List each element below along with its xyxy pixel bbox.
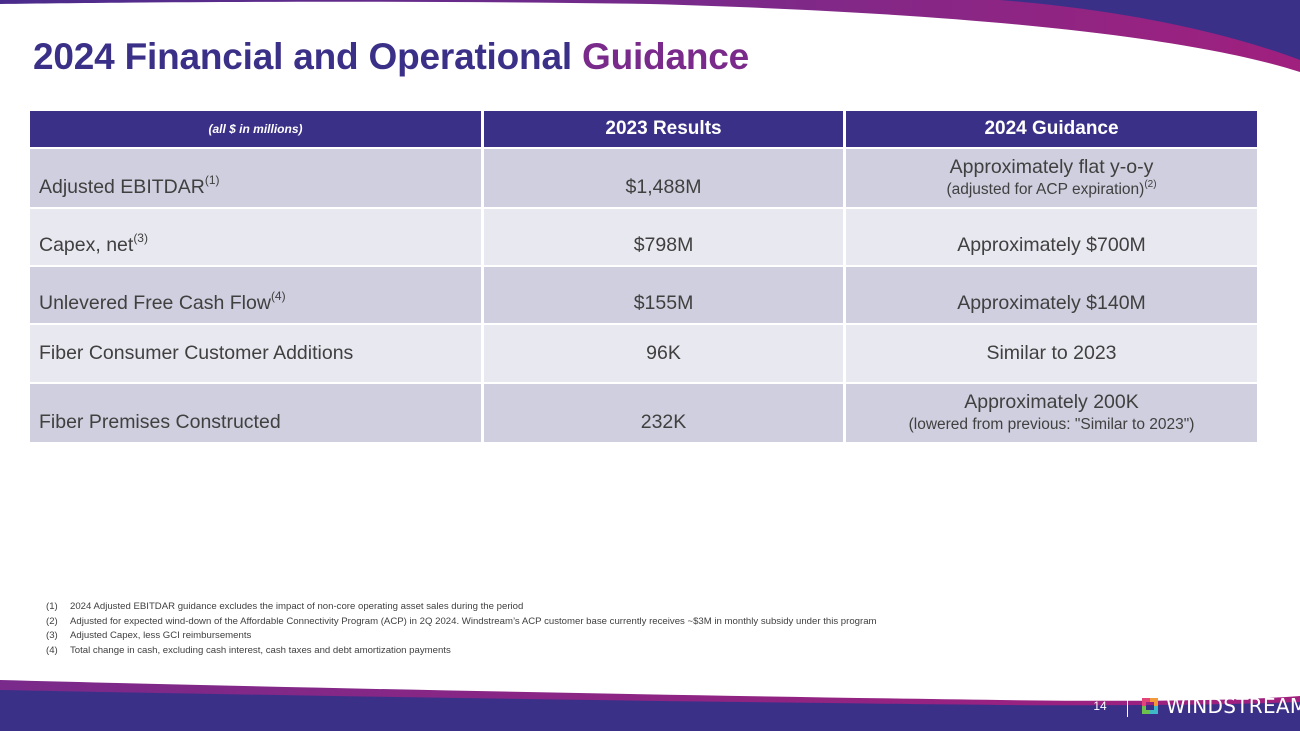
row-result: 96K	[481, 325, 843, 384]
guidance-table: (all $ in millions) 2023 Results 2024 Gu…	[30, 111, 1257, 444]
guidance-2024-header: 2024 Guidance	[843, 111, 1257, 149]
footnote-ref: (4)	[270, 289, 286, 303]
results-2023-header: 2023 Results	[481, 111, 843, 149]
row-label: Fiber Premises Constructed	[30, 384, 481, 444]
page-title-main: 2024 Financial and Operational	[33, 36, 582, 77]
footnote: (1) 2024 Adjusted EBITDAR guidance exclud…	[46, 601, 524, 612]
page-title: 2024 Financial and Operational Guidance	[33, 36, 749, 78]
table-row: Unlevered Free Cash Flow(4) $155M Approx…	[30, 267, 1257, 325]
top-decorative-swoosh	[0, 0, 1300, 72]
row-guidance: Similar to 2023	[843, 325, 1257, 384]
table-row: Fiber Premises Constructed 232K Approxim…	[30, 384, 1257, 444]
row-result: 232K	[481, 384, 843, 444]
row-guidance: Approximately 200K (lowered from previou…	[843, 384, 1257, 444]
units-header: (all $ in millions)	[30, 111, 481, 149]
row-label: Unlevered Free Cash Flow(4)	[30, 267, 481, 325]
logo-wordmark: WINDSTREAM	[1166, 694, 1300, 718]
row-guidance: Approximately flat y-o-y (adjusted for A…	[843, 149, 1257, 209]
row-result: $1,488M	[481, 149, 843, 209]
windstream-logo: WINDSTREAM	[1139, 694, 1300, 718]
row-label: Capex, net(3)	[30, 209, 481, 267]
row-result: $798M	[481, 209, 843, 267]
footnote: (4) Total change in cash, excluding cash …	[46, 644, 451, 656]
row-guidance: Approximately $700M	[843, 209, 1257, 267]
page-number: 14	[1093, 699, 1107, 713]
footnote-ref: (3)	[133, 231, 148, 245]
page-title-accent: Guidance	[581, 36, 749, 77]
row-label: Adjusted EBITDAR(1)	[30, 149, 481, 209]
footnote-ref: (2)	[1144, 179, 1157, 190]
table-row: Capex, net(3) $798M Approximately $700M	[30, 209, 1257, 267]
row-guidance: Approximately $140M	[843, 267, 1257, 325]
footnote: (3) Adjusted Capex, less GCI reimbursemen…	[46, 630, 252, 642]
footnotes: (1) 2024 Adjusted EBITDAR guidance exclud…	[46, 600, 1246, 658]
footnote: (2) Adjusted for expected wind-down of th…	[46, 615, 877, 627]
table-header-row: (all $ in millions) 2023 Results 2024 Gu…	[30, 111, 1257, 149]
table-row: Adjusted EBITDAR(1) $1,488M Approximatel…	[30, 149, 1257, 209]
bottom-decorative-swoosh	[0, 680, 1300, 731]
row-result: $155M	[481, 267, 843, 325]
windstream-logo-icon	[1142, 698, 1158, 714]
table-row: Fiber Consumer Customer Additions 96K Si…	[30, 325, 1257, 384]
row-label: Fiber Consumer Customer Additions	[30, 325, 481, 384]
footer-divider	[1127, 693, 1128, 717]
footnote-ref: (1)	[204, 173, 220, 187]
